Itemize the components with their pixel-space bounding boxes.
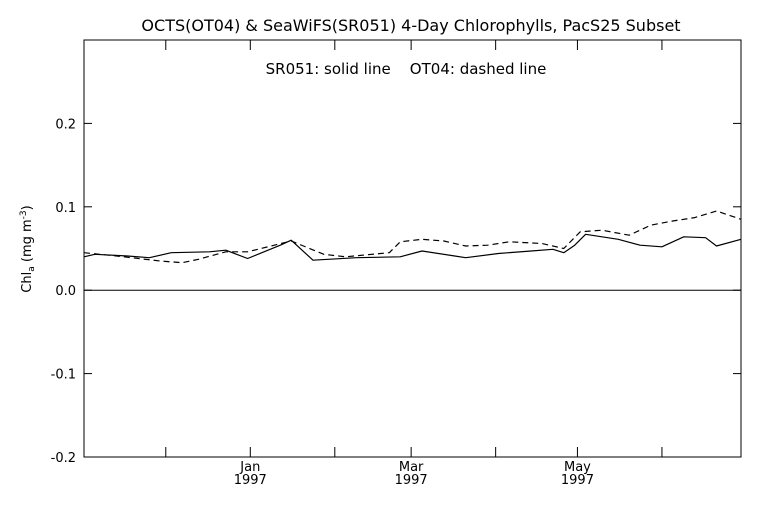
- legend-annotation: SR051: solid line OT04: dashed line: [266, 60, 547, 78]
- x-tick-month: Jan: [239, 460, 260, 475]
- y-tick-label: 0.0: [55, 284, 76, 299]
- chart-title: OCTS(OT04) & SeaWiFS(SR051) 4-Day Chloro…: [141, 16, 680, 35]
- y-tick-label: -0.1: [51, 368, 76, 383]
- series-line-sr051: [83, 233, 742, 261]
- plot-frame: [83, 39, 742, 458]
- x-tick-year: 1997: [561, 473, 594, 488]
- y-axis-label: Chla (mg m-3): [19, 205, 37, 292]
- x-tick-month: May: [564, 460, 591, 475]
- y-tick-label: 0.2: [55, 117, 76, 132]
- x-tick-year: 1997: [395, 473, 428, 488]
- series-line-ot04: [83, 210, 742, 264]
- x-tick-year: 1997: [234, 473, 267, 488]
- y-tick-label: 0.1: [55, 201, 76, 216]
- x-tick-month: Mar: [399, 460, 424, 475]
- y-tick-label: -0.2: [51, 451, 76, 466]
